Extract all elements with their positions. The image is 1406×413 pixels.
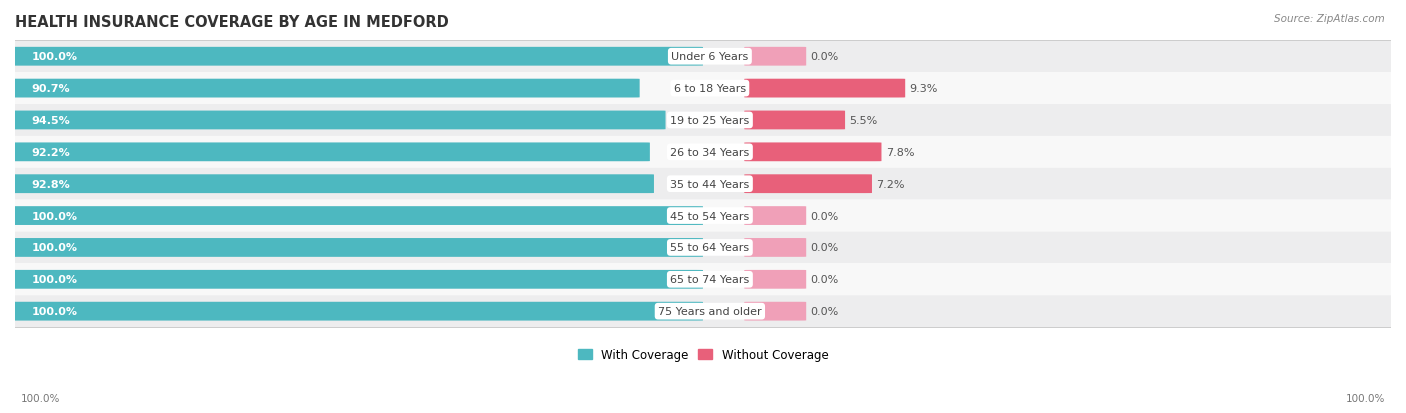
Text: 92.8%: 92.8% [31, 179, 70, 189]
FancyBboxPatch shape [744, 302, 806, 321]
FancyBboxPatch shape [15, 41, 1391, 73]
Text: 45 to 54 Years: 45 to 54 Years [671, 211, 749, 221]
FancyBboxPatch shape [744, 80, 905, 98]
Text: 6 to 18 Years: 6 to 18 Years [673, 84, 747, 94]
Text: 7.8%: 7.8% [886, 147, 914, 157]
Text: 9.3%: 9.3% [910, 84, 938, 94]
Text: 0.0%: 0.0% [810, 52, 838, 62]
FancyBboxPatch shape [744, 143, 882, 162]
Text: 35 to 44 Years: 35 to 44 Years [671, 179, 749, 189]
FancyBboxPatch shape [15, 137, 1391, 169]
Text: 26 to 34 Years: 26 to 34 Years [671, 147, 749, 157]
FancyBboxPatch shape [8, 143, 650, 162]
Text: 0.0%: 0.0% [810, 211, 838, 221]
FancyBboxPatch shape [15, 232, 1391, 264]
Text: 65 to 74 Years: 65 to 74 Years [671, 275, 749, 285]
Text: 100.0%: 100.0% [1346, 393, 1385, 403]
FancyBboxPatch shape [744, 48, 806, 66]
Text: 100.0%: 100.0% [31, 275, 77, 285]
Text: 100.0%: 100.0% [21, 393, 60, 403]
FancyBboxPatch shape [744, 111, 845, 130]
FancyBboxPatch shape [8, 48, 703, 66]
Text: 100.0%: 100.0% [31, 52, 77, 62]
FancyBboxPatch shape [8, 238, 703, 257]
FancyBboxPatch shape [15, 200, 1391, 232]
FancyBboxPatch shape [8, 111, 665, 130]
Text: 90.7%: 90.7% [31, 84, 70, 94]
FancyBboxPatch shape [8, 270, 703, 289]
FancyBboxPatch shape [744, 238, 806, 257]
FancyBboxPatch shape [15, 169, 1391, 200]
Text: 19 to 25 Years: 19 to 25 Years [671, 116, 749, 126]
Text: 100.0%: 100.0% [31, 243, 77, 253]
Text: 55 to 64 Years: 55 to 64 Years [671, 243, 749, 253]
Text: 0.0%: 0.0% [810, 306, 838, 316]
Text: 0.0%: 0.0% [810, 243, 838, 253]
FancyBboxPatch shape [8, 302, 703, 321]
FancyBboxPatch shape [744, 270, 806, 289]
FancyBboxPatch shape [15, 264, 1391, 296]
Text: HEALTH INSURANCE COVERAGE BY AGE IN MEDFORD: HEALTH INSURANCE COVERAGE BY AGE IN MEDF… [15, 15, 449, 30]
Text: 0.0%: 0.0% [810, 275, 838, 285]
Text: Source: ZipAtlas.com: Source: ZipAtlas.com [1274, 14, 1385, 24]
Text: 94.5%: 94.5% [31, 116, 70, 126]
Text: Under 6 Years: Under 6 Years [671, 52, 748, 62]
FancyBboxPatch shape [744, 175, 872, 194]
FancyBboxPatch shape [8, 80, 640, 98]
Legend: With Coverage, Without Coverage: With Coverage, Without Coverage [572, 343, 834, 366]
FancyBboxPatch shape [15, 296, 1391, 328]
Text: 75 Years and older: 75 Years and older [658, 306, 762, 316]
FancyBboxPatch shape [8, 206, 703, 225]
FancyBboxPatch shape [15, 73, 1391, 105]
FancyBboxPatch shape [8, 175, 654, 194]
Text: 92.2%: 92.2% [31, 147, 70, 157]
Text: 100.0%: 100.0% [31, 306, 77, 316]
Text: 7.2%: 7.2% [876, 179, 904, 189]
FancyBboxPatch shape [15, 105, 1391, 137]
Text: 5.5%: 5.5% [849, 116, 877, 126]
Text: 100.0%: 100.0% [31, 211, 77, 221]
FancyBboxPatch shape [744, 206, 806, 225]
